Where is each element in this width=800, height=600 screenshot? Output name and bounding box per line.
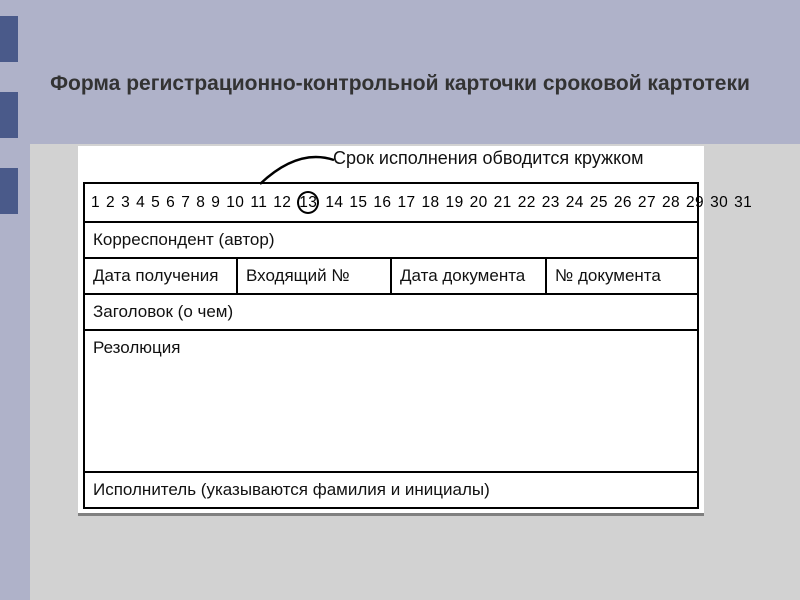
date-number: 31 (734, 194, 752, 212)
date-number: 17 (397, 194, 415, 212)
cell-doc-date: Дата документа (390, 259, 545, 293)
date-number: 25 (590, 194, 608, 212)
cell-date-received: Дата получения (85, 259, 236, 293)
date-number: 18 (422, 194, 440, 212)
date-number: 19 (446, 194, 464, 212)
row-correspondent: Корреспондент (автор) (85, 221, 697, 257)
slide-marker-3 (0, 168, 18, 214)
row-executor: Исполнитель (указываются фамилия и иници… (85, 471, 697, 507)
date-number: 15 (349, 194, 367, 212)
row-meta: Дата получения Входящий № Дата документа… (85, 257, 697, 293)
dates-row: 1234567891011121314151617181920212223242… (85, 184, 697, 221)
cell-doc-no: № документа (545, 259, 697, 293)
cell-executor: Исполнитель (указываются фамилия и иници… (85, 473, 697, 507)
date-number: 10 (226, 194, 244, 212)
date-number: 2 (106, 194, 115, 212)
date-number: 26 (614, 194, 632, 212)
date-number: 20 (470, 194, 488, 212)
cell-incoming-no: Входящий № (236, 259, 390, 293)
cell-resolution: Резолюция (85, 331, 697, 471)
date-number: 23 (542, 194, 560, 212)
date-number: 16 (373, 194, 391, 212)
date-number: 27 (638, 194, 656, 212)
date-number: 7 (181, 194, 190, 212)
date-number: 3 (121, 194, 130, 212)
date-number: 21 (494, 194, 512, 212)
date-number: 29 (686, 194, 704, 212)
legend-row: Срок исполнения обводится кружком (78, 146, 704, 182)
date-number: 9 (211, 194, 220, 212)
date-number: 12 (273, 194, 291, 212)
date-number: 30 (710, 194, 728, 212)
card-shadow (78, 513, 704, 516)
row-resolution: Резолюция (85, 329, 697, 471)
date-number: 22 (518, 194, 536, 212)
legend-text: Срок исполнения обводится кружком (333, 148, 644, 169)
cell-correspondent: Корреспондент (автор) (85, 223, 697, 257)
slide-marker-1 (0, 16, 18, 62)
page-title: Форма регистрационно-контрольной карточк… (30, 70, 770, 97)
date-number: 28 (662, 194, 680, 212)
date-number: 6 (166, 194, 175, 212)
date-number: 14 (325, 194, 343, 212)
date-number: 1 (91, 194, 100, 212)
circled-date: 13 (297, 191, 319, 214)
form-table: 1234567891011121314151617181920212223242… (83, 182, 699, 509)
cell-subject: Заголовок (о чем) (85, 295, 697, 329)
date-number: 11 (250, 194, 267, 212)
slide-marker-2 (0, 92, 18, 138)
card: Срок исполнения обводится кружком 123456… (78, 146, 704, 513)
date-number: 8 (196, 194, 205, 212)
row-subject: Заголовок (о чем) (85, 293, 697, 329)
date-number: 5 (151, 194, 160, 212)
date-number: 24 (566, 194, 584, 212)
date-number: 4 (136, 194, 145, 212)
